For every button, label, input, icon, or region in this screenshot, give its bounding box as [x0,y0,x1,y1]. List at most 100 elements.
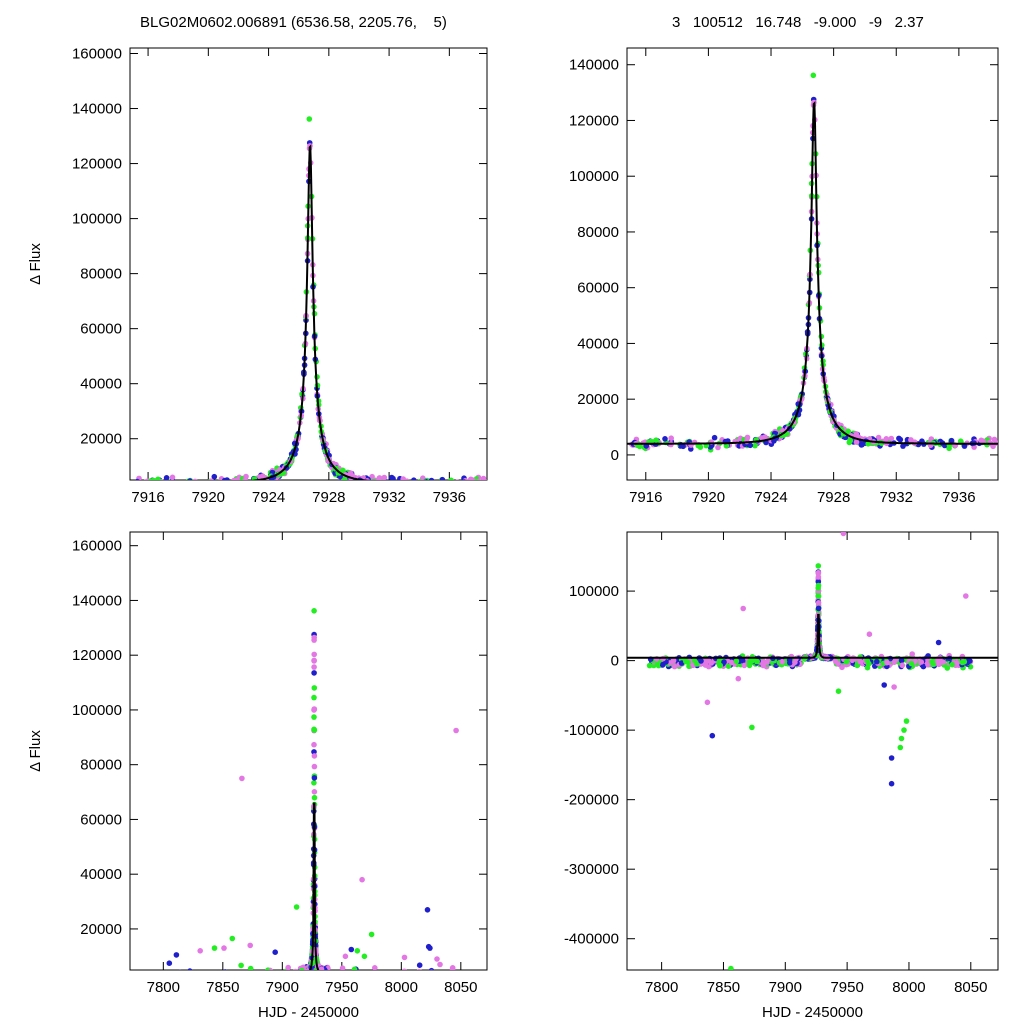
data-point [396,971,402,977]
data-points [646,532,974,970]
data-point [285,964,291,970]
data-point [311,753,318,759]
data-point [138,480,144,486]
data-point [217,1001,223,1007]
data-point [299,971,305,977]
data-point [949,661,955,668]
data-point [420,997,426,1003]
data-point [411,997,417,1003]
data-point [345,971,351,977]
data-point [311,726,317,733]
y-tick-label: 140000 [72,101,122,118]
data-point [302,971,308,977]
data-point [184,984,190,990]
data-point [428,987,434,993]
x-tick-label: 8000 [385,979,418,996]
data-point [371,976,377,982]
data-point [307,972,313,978]
data-point [333,996,339,1002]
data-point [245,986,251,992]
data-point [398,479,401,480]
data-point [190,982,196,988]
data-point [300,970,306,976]
data-point [400,476,406,480]
data-point [258,983,264,989]
data-point [203,973,209,979]
data-point [204,482,210,488]
data-point [391,1004,397,1010]
data-point [437,977,443,983]
data-point [187,478,193,480]
data-point [170,998,176,1004]
data-point [311,658,317,664]
data-point [474,481,480,487]
data-point [407,479,409,480]
y-tick-label: 40000 [80,376,122,393]
data-point [195,994,201,1000]
data-point [254,988,260,994]
data-point [164,970,170,976]
data-point [411,477,417,480]
plot-frame [626,47,999,481]
data-point [392,999,398,1005]
data-point [311,608,317,614]
data-point [183,481,189,487]
data-point [301,971,307,977]
y-tick-label: -100000 [564,722,619,739]
y-tick-label: 80000 [80,266,122,283]
data-point [243,482,249,488]
data-point [881,682,887,688]
data-point [307,969,310,970]
data-point [423,995,429,1001]
y-tick-label: 40000 [577,335,619,352]
data-point [480,482,486,488]
data-point [378,990,384,996]
model-curve [308,802,320,970]
x-tick-label: 7932 [880,489,913,506]
data-point [369,991,375,997]
data-point [183,974,189,980]
data-point [170,999,176,1005]
data-point [195,1000,201,1006]
data-point [311,789,318,795]
data-point [428,967,435,970]
data-point [303,972,309,978]
data-point [353,480,359,486]
data-point [153,1000,159,1006]
data-point [196,974,202,980]
data-point [304,976,310,982]
x-tick-label: 7950 [830,979,863,996]
data-point [423,1001,429,1007]
data-point [723,443,730,449]
data-point [227,999,233,1005]
data-point [435,1010,441,1016]
data-point [358,981,364,987]
data-point [302,975,308,981]
data-point [311,714,317,720]
data-point [810,72,817,79]
data-point [371,980,377,986]
data-point [417,982,423,988]
data-point [360,992,366,998]
data-point [671,663,678,670]
data-point [381,481,387,487]
data-point [239,775,245,782]
data-point [180,994,186,1000]
data-point [223,482,229,488]
data-point [419,479,424,480]
data-point [359,876,365,883]
data-point [234,482,240,488]
data-point [888,780,895,787]
data-point [376,475,383,480]
data-point [377,989,383,995]
data-point [835,688,842,694]
data-point [219,999,225,1005]
data-point [728,659,735,666]
data-point [321,971,327,977]
data-point [194,980,200,986]
data-point [163,973,169,979]
data-point [694,661,700,667]
data-point [413,480,419,486]
data-point [426,975,432,981]
data-point [378,989,384,995]
